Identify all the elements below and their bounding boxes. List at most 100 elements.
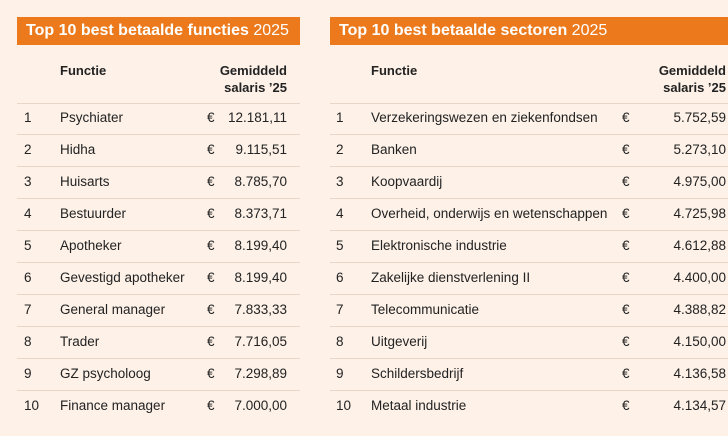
salary: 5.273,10 (673, 142, 726, 157)
currency: € (207, 398, 215, 413)
salary: 12.181,11 (227, 110, 287, 125)
rank: 10 (24, 398, 40, 413)
salary: 8.199,40 (234, 270, 287, 285)
rank: 9 (336, 366, 344, 381)
rank: 6 (24, 270, 32, 285)
currency: € (622, 110, 630, 125)
row-name: General manager (60, 302, 166, 317)
title-text: Top 10 best betaalde functies (26, 22, 249, 39)
title-bar: Top 10 best betaalde functies 2025 (17, 17, 300, 45)
salary: 4.134,57 (673, 398, 726, 413)
separator (330, 103, 728, 104)
rank: 10 (336, 398, 352, 413)
rank: 9 (24, 366, 32, 381)
salary: 8.785,70 (234, 174, 287, 189)
rank: 3 (24, 174, 32, 189)
salary: 4.150,00 (673, 334, 726, 349)
row-name: Zakelijke dienstverlening II (371, 270, 531, 285)
title: Top 10 best betaalde sectoren 2025 (339, 17, 607, 45)
row-name: Elektronische industrie (371, 238, 507, 253)
column-header: Functie (371, 63, 418, 78)
salary: 8.199,40 (234, 238, 287, 253)
currency: € (622, 398, 630, 413)
rank: 4 (24, 206, 32, 221)
currency: € (622, 142, 630, 157)
column-header: salaris ’25 (224, 80, 287, 95)
salary: 9.115,51 (235, 142, 287, 157)
separator (17, 262, 300, 263)
separator (17, 166, 300, 167)
salary: 7.000,00 (234, 398, 287, 413)
separator (17, 390, 300, 391)
salary: 5.752,59 (673, 110, 726, 125)
salary: 4.725,98 (673, 206, 726, 221)
row-name: Uitgeverij (371, 334, 428, 349)
currency: € (622, 334, 630, 349)
title-year: 2025 (253, 22, 289, 39)
currency: € (622, 270, 630, 285)
row-name: Banken (371, 142, 417, 157)
row-name: Verzekeringswezen en ziekenfondsen (371, 110, 598, 125)
separator (330, 134, 728, 135)
currency: € (207, 270, 215, 285)
currency: € (207, 302, 215, 317)
row-name: Psychiater (60, 110, 124, 125)
separator (17, 134, 300, 135)
salary: 4.136,58 (673, 366, 726, 381)
row-name: GZ psycholoog (60, 366, 151, 381)
separator (330, 166, 728, 167)
row-name: Telecommunicatie (371, 302, 480, 317)
column-header: salaris ’25 (663, 80, 726, 95)
separator (17, 198, 300, 199)
separator (330, 294, 728, 295)
rank: 7 (336, 302, 344, 317)
row-name: Finance manager (60, 398, 166, 413)
rank: 5 (336, 238, 344, 253)
rank: 4 (336, 206, 344, 221)
separator (330, 326, 728, 327)
currency: € (207, 366, 215, 381)
rank: 3 (336, 174, 344, 189)
column-header: Gemiddeld (658, 63, 726, 78)
currency: € (622, 302, 630, 317)
row-name: Schildersbedrijf (371, 366, 464, 381)
rank: 2 (336, 142, 344, 157)
row-name: Trader (60, 334, 100, 349)
rank: 8 (336, 334, 344, 349)
salary: 4.388,82 (673, 302, 726, 317)
separator (330, 230, 728, 231)
column-header: Gemiddeld (219, 63, 287, 78)
salary: 4.400,00 (673, 270, 726, 285)
row-name: Koopvaardij (371, 174, 443, 189)
currency: € (207, 238, 215, 253)
title-bar: Top 10 best betaalde sectoren 2025 (330, 17, 728, 45)
separator (17, 230, 300, 231)
rank: 2 (24, 142, 32, 157)
salary: 4.612,88 (673, 238, 726, 253)
currency: € (207, 334, 215, 349)
rank: 1 (24, 110, 32, 125)
separator (17, 326, 300, 327)
title: Top 10 best betaalde functies 2025 (26, 17, 289, 45)
separator (330, 198, 728, 199)
currency: € (622, 206, 630, 221)
separator (17, 358, 300, 359)
currency: € (622, 238, 630, 253)
row-name: Huisarts (60, 174, 110, 189)
currency: € (207, 142, 215, 157)
column-header: Functie (60, 63, 107, 78)
currency: € (622, 174, 630, 189)
separator (17, 103, 300, 104)
rank: 5 (24, 238, 32, 253)
rank: 6 (336, 270, 344, 285)
currency: € (207, 110, 215, 125)
row-name: Metaal industrie (371, 398, 467, 413)
title-text: Top 10 best betaalde sectoren (339, 22, 568, 39)
row-name: Hidha (60, 142, 96, 157)
separator (330, 262, 728, 263)
salary: 4.975,00 (673, 174, 726, 189)
salary: 7.833,33 (234, 302, 287, 317)
salary: 7.298,89 (234, 366, 287, 381)
row-name: Apotheker (60, 238, 122, 253)
